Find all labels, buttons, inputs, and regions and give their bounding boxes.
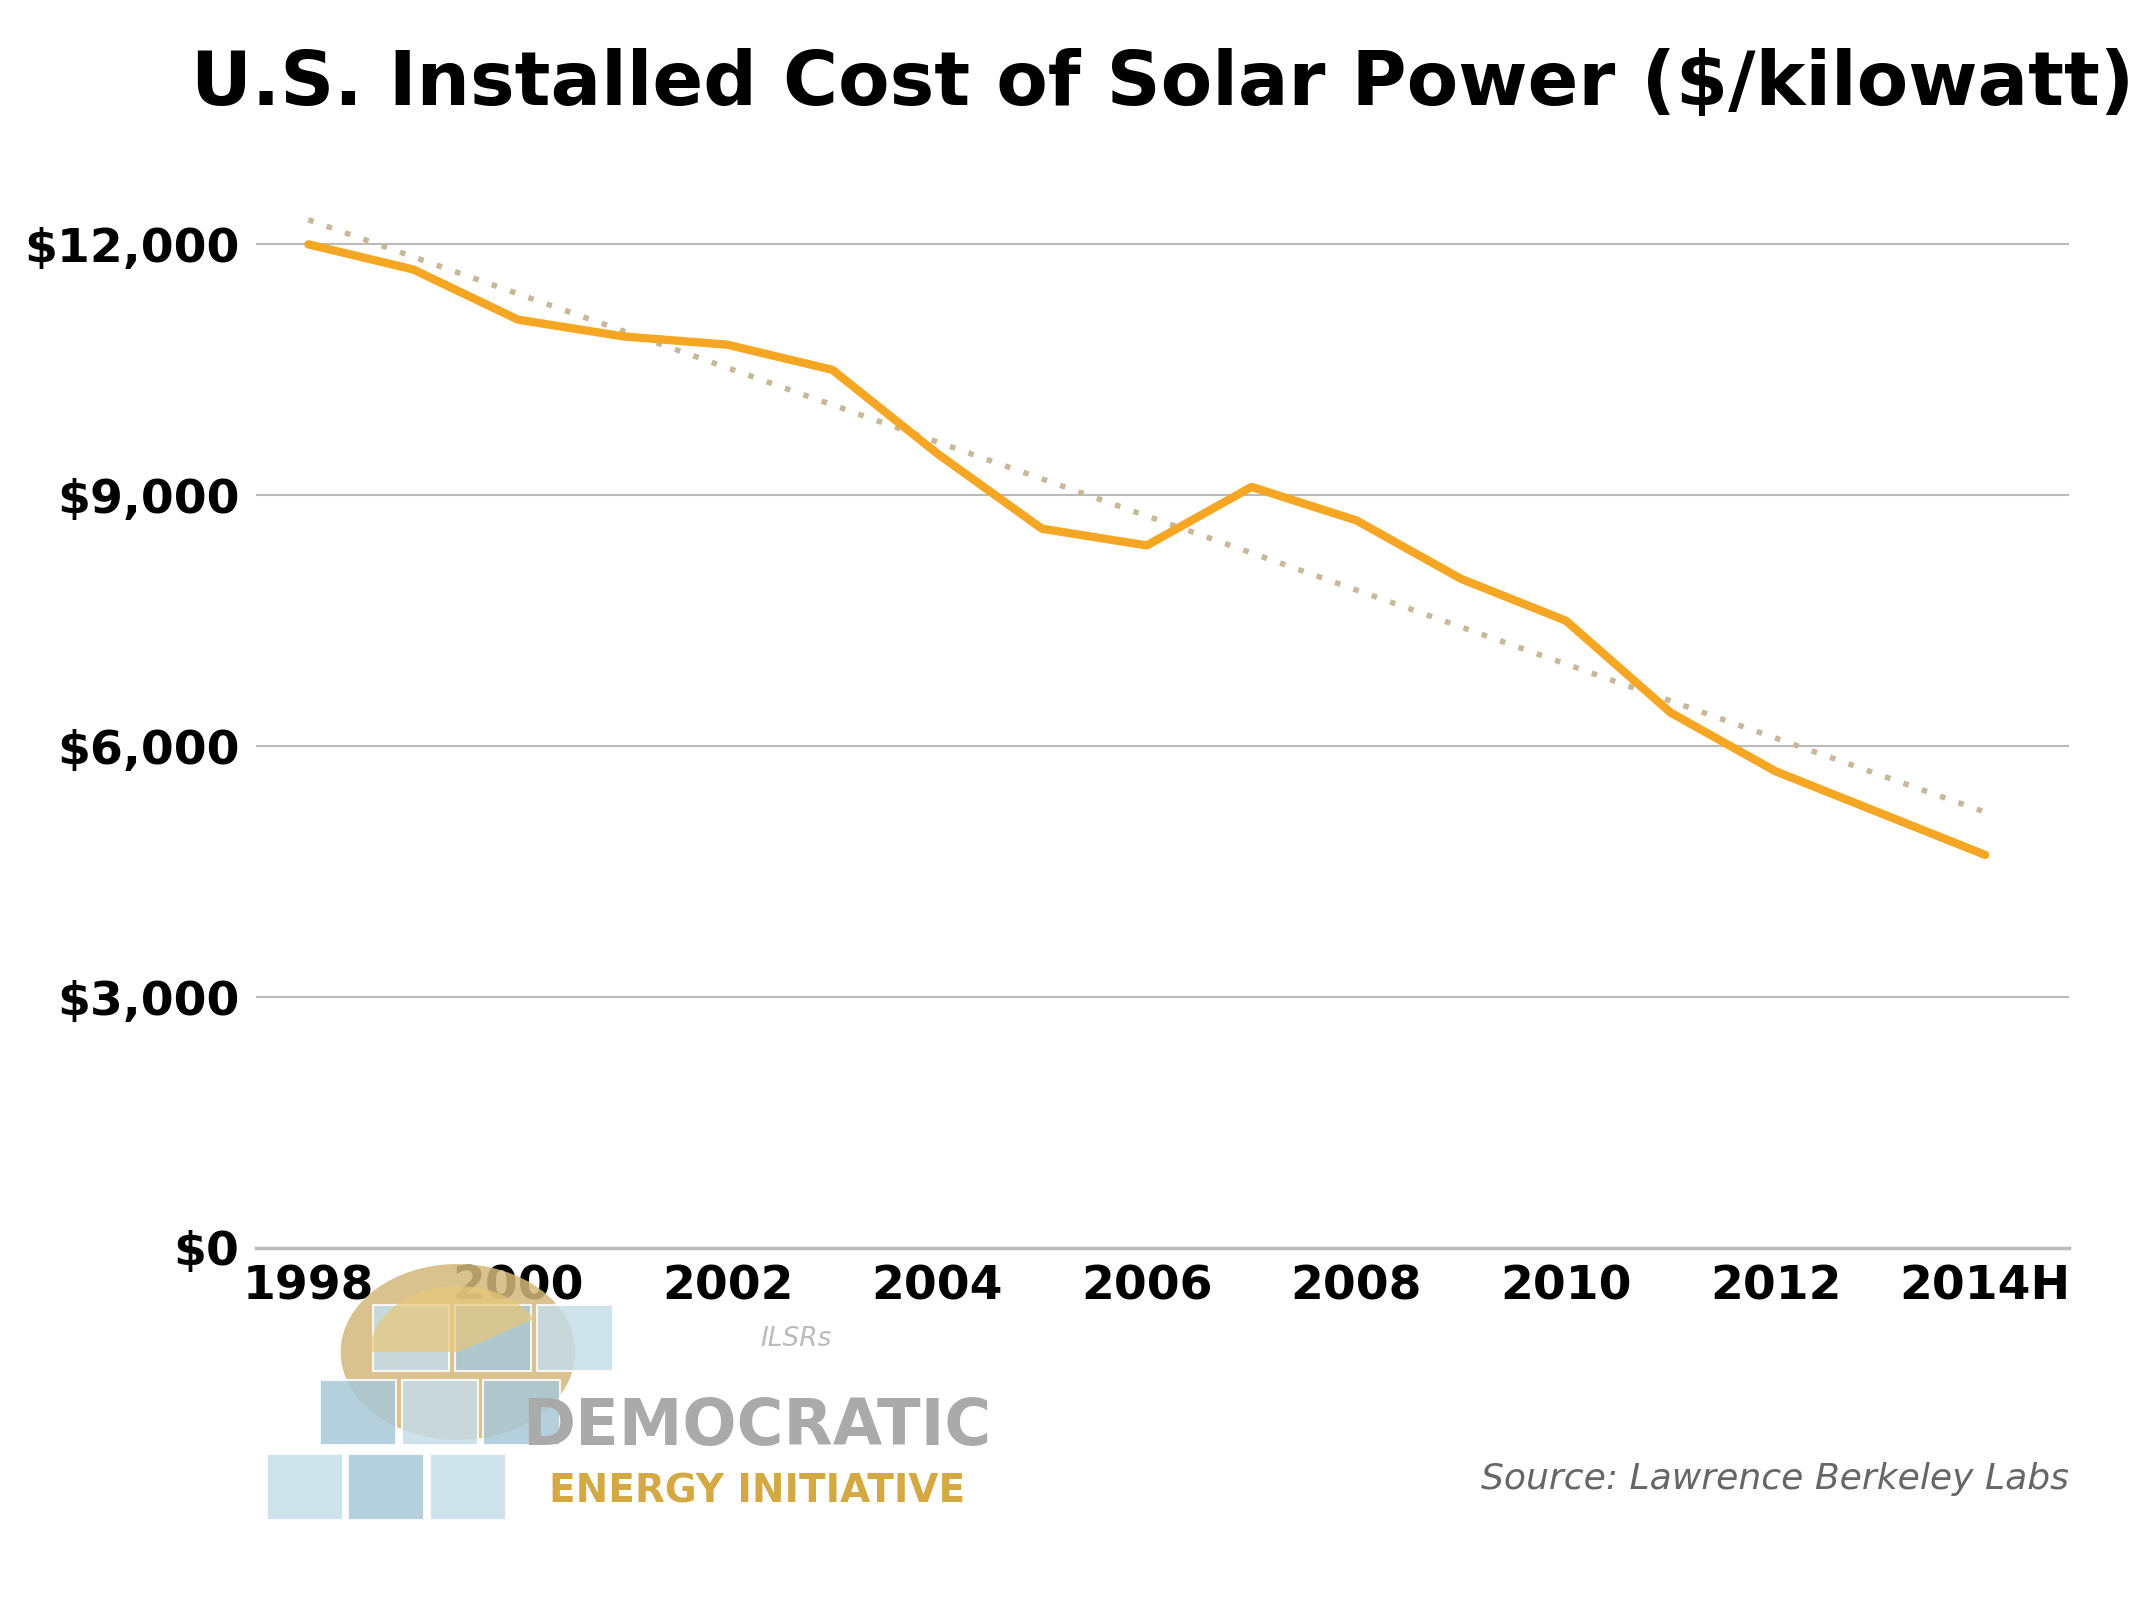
- Text: ENERGY INITIATIVE: ENERGY INITIATIVE: [548, 1472, 966, 1510]
- Title: U.S. Installed Cost of Solar Power ($/kilowatt): U.S. Installed Cost of Solar Power ($/ki…: [190, 48, 2133, 122]
- Text: DEMOCRATIC: DEMOCRATIC: [523, 1397, 992, 1458]
- Text: ILSRs: ILSRs: [759, 1326, 832, 1352]
- Text: Source: Lawrence Berkeley Labs: Source: Lawrence Berkeley Labs: [1480, 1462, 2069, 1496]
